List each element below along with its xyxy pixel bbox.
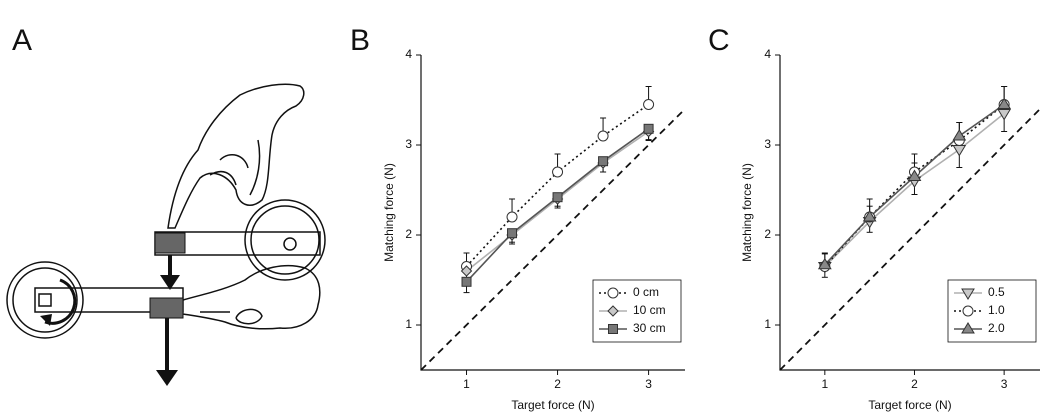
finger-lines [209, 139, 261, 196]
y-tick-label: 2 [764, 227, 771, 241]
marker [952, 145, 967, 157]
hand [182, 264, 321, 330]
arrow-head [156, 370, 178, 386]
wheel [6, 261, 84, 339]
y-tick-label: 2 [405, 227, 412, 241]
marker [607, 287, 619, 299]
pivot [38, 293, 52, 307]
x-tick-label: 3 [645, 377, 652, 391]
x-tick-label: 2 [554, 377, 561, 391]
marker [961, 322, 975, 334]
arrow-head [40, 314, 52, 326]
marker [962, 305, 974, 317]
y-axis-label: Matching force (N) [382, 163, 396, 262]
y-tick-label: 1 [764, 317, 771, 331]
y-tick-label: 1 [405, 317, 412, 331]
legend-label: 2.0 [988, 321, 1005, 335]
panel-label: B [350, 24, 370, 57]
legend-label: 30 cm [633, 321, 666, 335]
marker [643, 99, 655, 110]
marker [506, 211, 518, 223]
identity-line [779, 108, 1041, 371]
panel-label: A [12, 24, 32, 57]
identity-line [420, 108, 686, 371]
arrow-head [160, 275, 180, 290]
x-tick-label: 1 [463, 377, 470, 391]
marker [607, 305, 619, 317]
marker [597, 130, 609, 142]
force-pad [149, 297, 184, 319]
marker [608, 324, 618, 334]
series-line [465, 103, 650, 268]
legend-label: 0 cm [633, 285, 659, 299]
panel-a-diagram: A [6, 24, 326, 386]
hand [167, 83, 305, 229]
panel-label: C [708, 24, 730, 57]
y-tick-label: 3 [405, 137, 412, 151]
marker [862, 210, 877, 222]
legend-label: 0.5 [988, 285, 1005, 299]
legend-label: 10 cm [633, 303, 666, 317]
marker [460, 265, 473, 277]
x-axis-label: Target force (N) [868, 398, 951, 412]
x-tick-label: 3 [1001, 377, 1008, 391]
pivot [283, 237, 297, 251]
y-axis-label: Matching force (N) [740, 163, 754, 262]
chart: B 1 2 3 4 1 2 3 Target force (N) Matching force (… [350, 24, 686, 412]
x-axis-label: Target force (N) [511, 398, 594, 412]
marker [507, 228, 518, 239]
marker [997, 109, 1012, 121]
marker [907, 169, 922, 181]
marker [952, 129, 967, 141]
legend-label: 1.0 [988, 303, 1005, 317]
marker [643, 123, 654, 134]
marker [961, 288, 975, 300]
force-pad [154, 232, 186, 254]
wheel [244, 199, 326, 281]
rotation-arrow [44, 278, 77, 325]
wheel [12, 267, 78, 333]
marker [817, 257, 832, 270]
y-tick-label: 4 [764, 47, 771, 61]
marker [552, 192, 563, 203]
finger-lines [200, 308, 263, 325]
marker [552, 166, 564, 178]
y-tick-label: 4 [405, 47, 412, 61]
wheel [250, 205, 320, 275]
y-tick-label: 3 [764, 137, 771, 151]
marker [598, 156, 609, 167]
x-tick-label: 2 [911, 377, 918, 391]
x-tick-label: 1 [821, 377, 828, 391]
marker [461, 276, 472, 287]
marker [997, 97, 1012, 109]
chart: C 1 2 3 4 1 2 3 Target force (N) Matching force (… [708, 24, 1041, 412]
